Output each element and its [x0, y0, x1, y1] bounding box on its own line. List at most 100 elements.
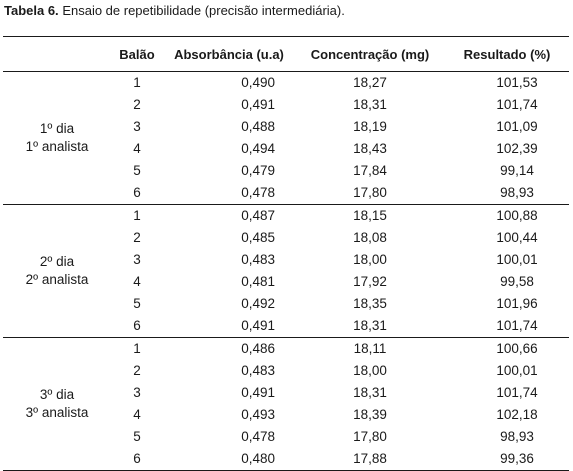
cell-concentracao: 18,31: [353, 318, 387, 333]
cell-resultado: 101,74: [496, 318, 538, 333]
cell-balao: 1: [133, 208, 141, 223]
cell-balao: 3: [133, 385, 141, 400]
group-label: 3º dia 3º analista: [3, 338, 111, 471]
cell-absorbancia: 0,491: [241, 97, 275, 112]
group-label: 1º dia 1º analista: [3, 72, 111, 205]
cell-balao: 4: [133, 141, 141, 156]
table-group: 3º dia 3º analista 1 0,486 18,11 100,66 2 0,483…: [3, 338, 569, 471]
cell-concentracao: 18,27: [353, 75, 387, 90]
table-group: 2º dia 2º analista 1 0,487 18,15 100,88 2 0,485…: [3, 205, 569, 338]
cell-resultado: 99,36: [500, 451, 534, 466]
cell-balao: 1: [133, 341, 141, 356]
cell-balao: 1: [133, 75, 141, 90]
table-row: 4 0,481 17,92 99,58: [3, 271, 569, 293]
cell-absorbancia: 0,491: [241, 318, 275, 333]
cell-absorbancia: 0,479: [241, 163, 275, 178]
header-balao: Balão: [119, 46, 155, 62]
cell-concentracao: 17,80: [353, 429, 387, 444]
cell-concentracao: 18,00: [353, 252, 387, 267]
cell-resultado: 98,93: [500, 185, 534, 200]
table-row: 6 0,491 18,31 101,74: [3, 315, 569, 338]
header-group: [3, 37, 111, 72]
table-row: 2 0,485 18,08 100,44: [3, 227, 569, 249]
group-label: 2º dia 2º analista: [3, 205, 111, 338]
cell-concentracao: 18,08: [353, 230, 387, 245]
cell-concentracao: 18,19: [353, 119, 387, 134]
cell-concentracao: 17,92: [353, 274, 387, 289]
table-row: 5 0,492 18,35 101,96: [3, 293, 569, 315]
table-row: 2 0,483 18,00 100,01: [3, 360, 569, 382]
cell-concentracao: 18,39: [353, 407, 387, 422]
cell-resultado: 100,44: [496, 230, 538, 245]
cell-balao: 5: [133, 429, 141, 444]
cell-absorbancia: 0,483: [241, 363, 275, 378]
cell-concentracao: 18,31: [353, 97, 387, 112]
cell-resultado: 100,66: [496, 341, 538, 356]
table-header: Balão Absorbância (u.a) Concentração (mg…: [3, 36, 569, 72]
cell-concentracao: 18,00: [353, 363, 387, 378]
cell-balao: 2: [133, 363, 141, 378]
cell-concentracao: 17,80: [353, 185, 387, 200]
cell-balao: 5: [133, 163, 141, 178]
cell-absorbancia: 0,480: [241, 451, 275, 466]
group-analyst: 1º analista: [25, 139, 89, 154]
group-day: 2º dia: [39, 254, 75, 269]
cell-resultado: 100,01: [496, 252, 538, 267]
header-row: Balão Absorbância (u.a) Concentração (mg…: [3, 36, 569, 72]
group-analyst: 3º analista: [25, 405, 89, 420]
table-row: 5 0,478 17,80 98,93: [3, 426, 569, 448]
cell-concentracao: 18,11: [353, 341, 387, 356]
cell-absorbancia: 0,494: [241, 141, 275, 156]
cell-balao: 4: [133, 274, 141, 289]
cell-absorbancia: 0,487: [241, 208, 275, 223]
cell-absorbancia: 0,478: [241, 185, 275, 200]
cell-balao: 6: [133, 318, 141, 333]
cell-resultado: 100,01: [496, 363, 538, 378]
cell-absorbancia: 0,478: [241, 429, 275, 444]
cell-balao: 2: [133, 230, 141, 245]
cell-resultado: 100,88: [496, 208, 538, 223]
cell-balao: 6: [133, 451, 141, 466]
table-row: 3 0,488 18,19 101,09: [3, 116, 569, 138]
cell-resultado: 101,96: [496, 296, 538, 311]
cell-balao: 3: [133, 119, 141, 134]
cell-absorbancia: 0,481: [241, 274, 275, 289]
cell-resultado: 98,93: [500, 429, 534, 444]
cell-resultado: 102,18: [496, 407, 538, 422]
cell-absorbancia: 0,488: [241, 119, 275, 134]
table-group: 1º dia 1º analista 1 0,490 18,27 101,53 2 0,491…: [3, 72, 569, 205]
cell-resultado: 101,09: [496, 119, 538, 134]
cell-balao: 4: [133, 407, 141, 422]
cell-resultado: 102,39: [496, 141, 538, 156]
cell-balao: 2: [133, 97, 141, 112]
cell-balao: 6: [133, 185, 141, 200]
cell-absorbancia: 0,486: [241, 341, 275, 356]
cell-absorbancia: 0,493: [241, 407, 275, 422]
cell-resultado: 99,58: [500, 274, 534, 289]
cell-absorbancia: 0,490: [241, 75, 275, 90]
table-caption: Tabela 6. Ensaio de repetibilidade (prec…: [4, 2, 345, 20]
cell-balao: 5: [133, 296, 141, 311]
cell-concentracao: 18,31: [353, 385, 387, 400]
cell-resultado: 101,53: [496, 75, 538, 90]
cell-concentracao: 18,15: [353, 208, 387, 223]
group-analyst: 2º analista: [25, 272, 89, 287]
table-row: 3 0,483 18,00 100,01: [3, 249, 569, 271]
table-row: 1º dia 1º analista 1 0,490 18,27 101,53: [3, 72, 569, 154]
table-row: 4 0,494 18,43 102,39: [3, 138, 569, 160]
caption-label: Tabela 6.: [4, 3, 59, 18]
cell-concentracao: 18,35: [353, 296, 387, 311]
header-concentracao: Concentração (mg): [310, 46, 430, 62]
table-row: 2º dia 2º analista 1 0,487 18,15 100,88: [3, 205, 569, 287]
table-row: 4 0,493 18,39 102,18: [3, 404, 569, 426]
group-day: 1º dia: [39, 121, 75, 136]
header-absorbancia: Absorbância (u.a): [174, 46, 284, 62]
cell-resultado: 99,14: [500, 163, 534, 178]
cell-absorbancia: 0,483: [241, 252, 275, 267]
table-row: 3 0,491 18,31 101,74: [3, 382, 569, 404]
repeatability-table: Balão Absorbância (u.a) Concentração (mg…: [3, 36, 569, 471]
cell-resultado: 101,74: [496, 385, 538, 400]
cell-resultado: 101,74: [496, 97, 538, 112]
table-row: 6 0,480 17,88 99,36: [3, 448, 569, 471]
